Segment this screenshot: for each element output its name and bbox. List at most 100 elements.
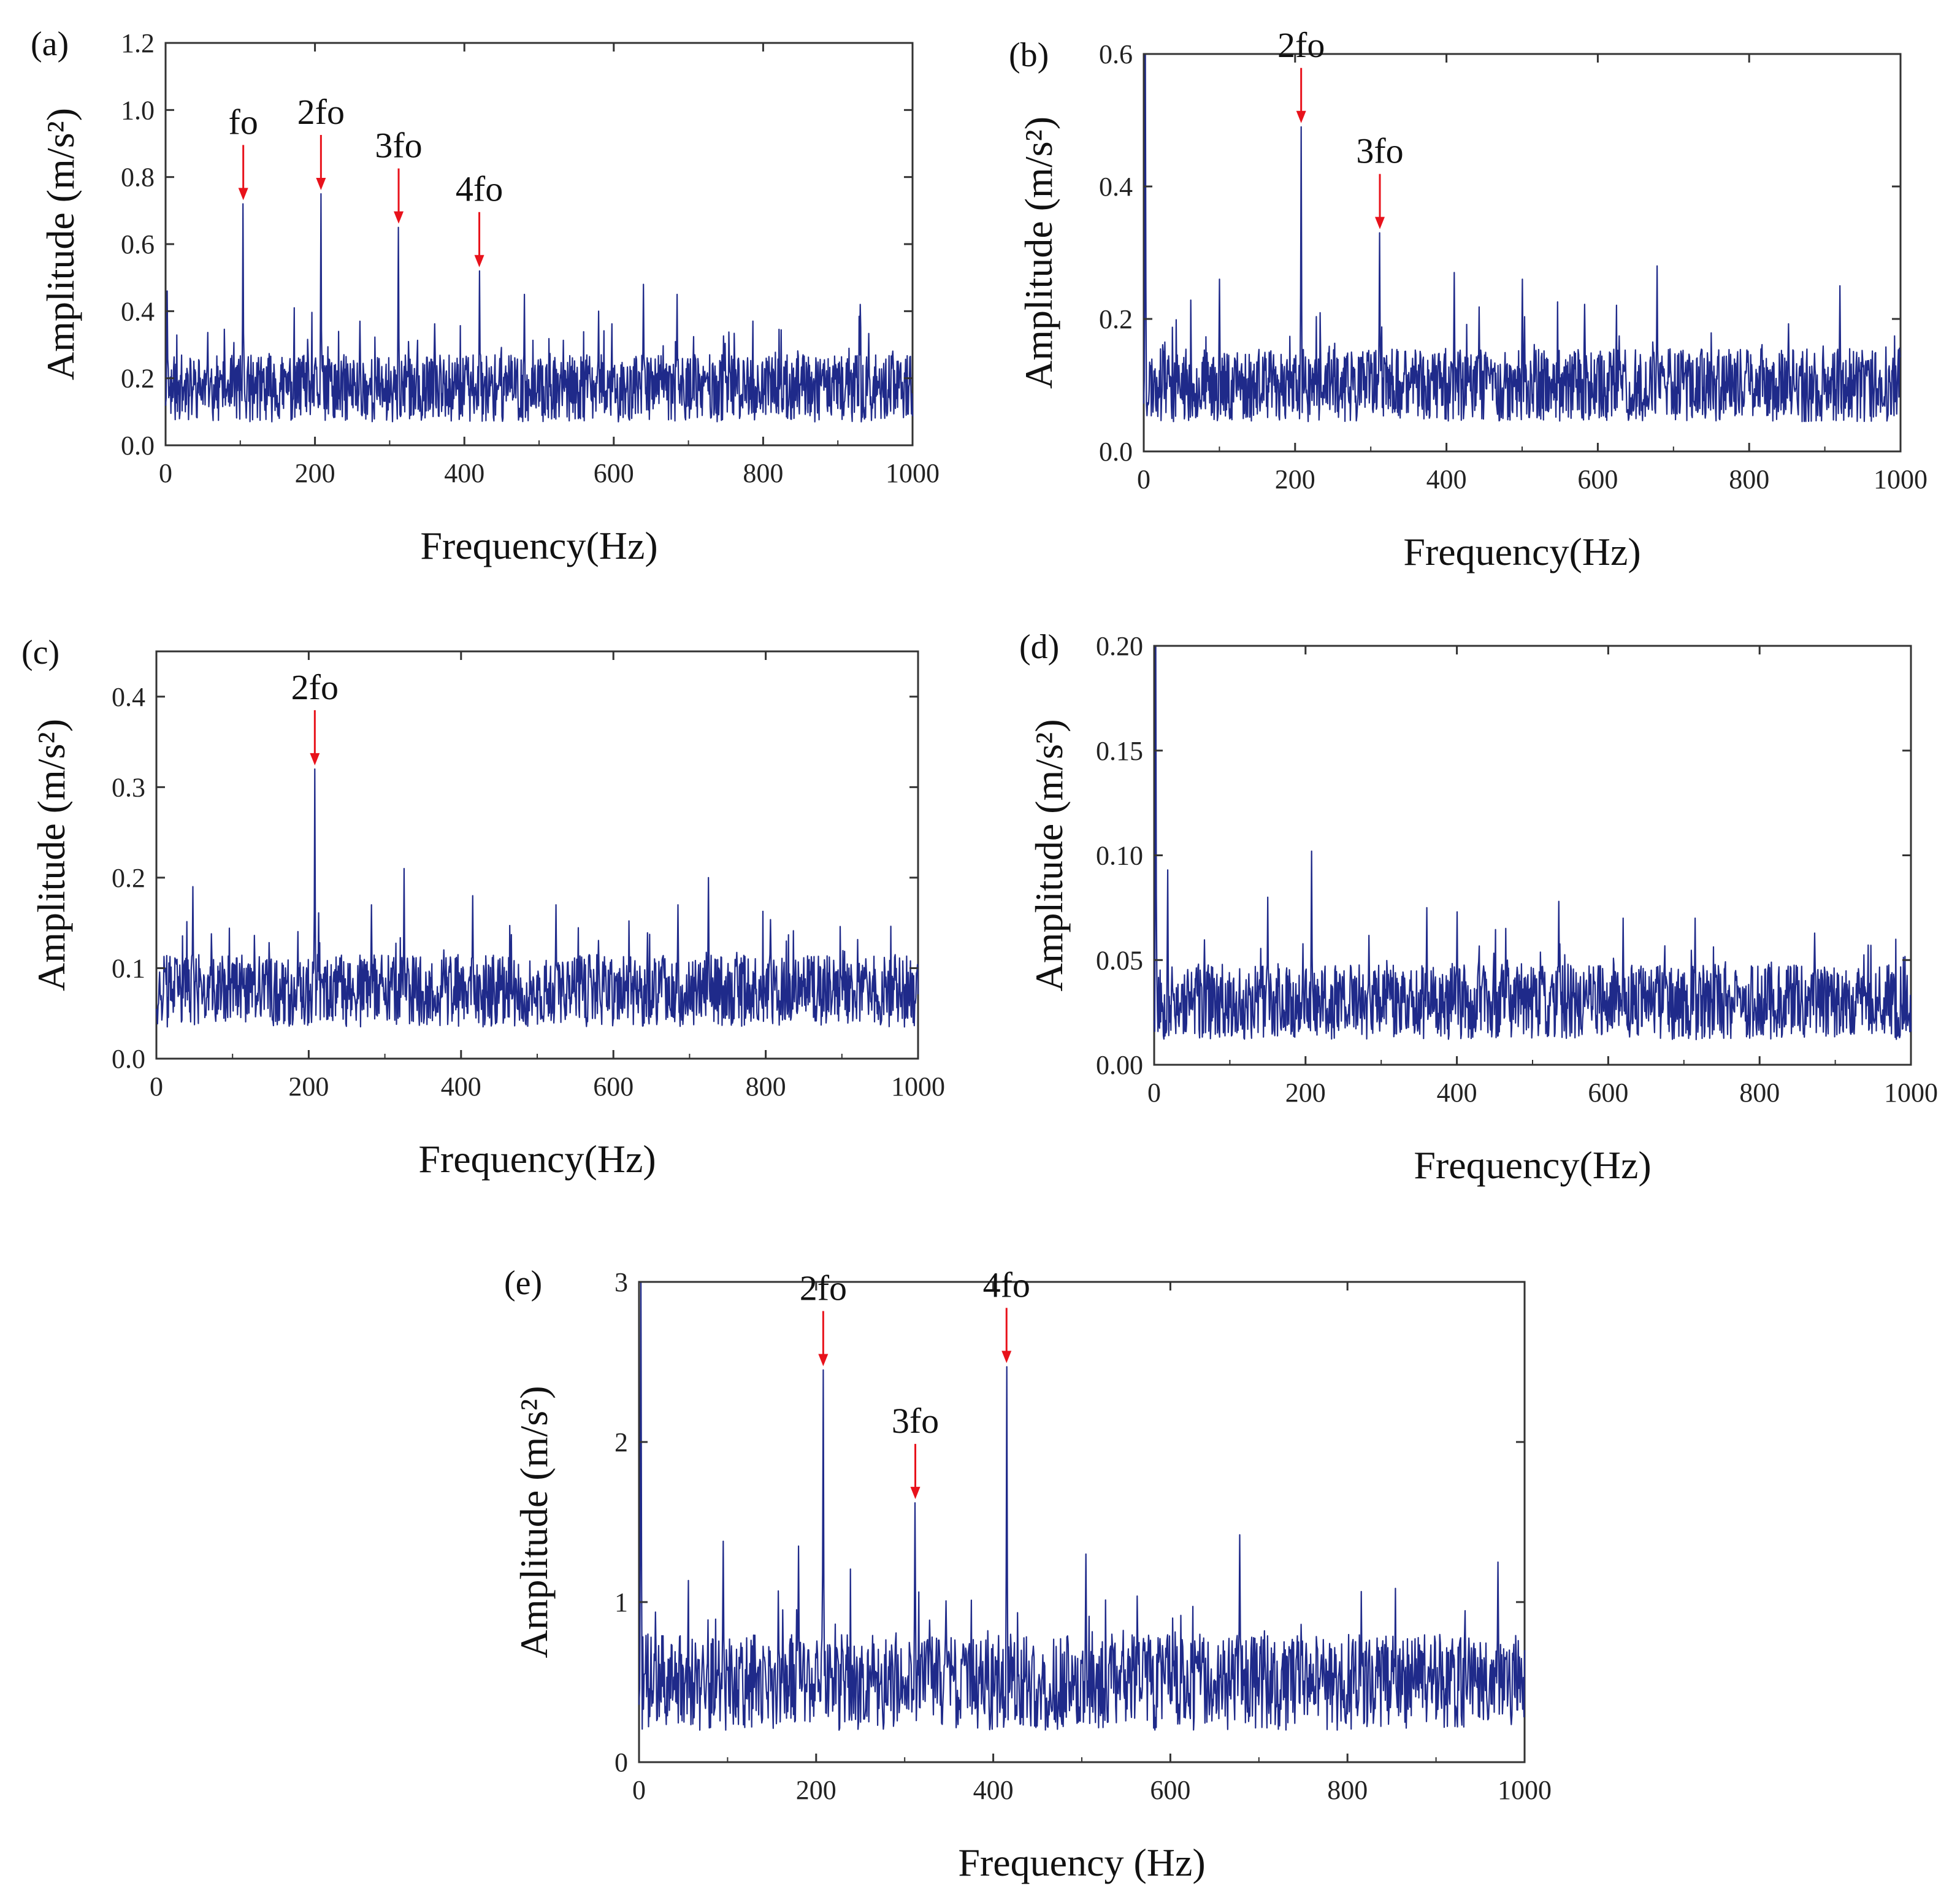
- annotation-arrowhead: [910, 1487, 921, 1500]
- x-tick-label: 0: [1147, 1078, 1161, 1108]
- annotation-label: 2fo: [291, 667, 339, 707]
- panel-label: (b): [1009, 36, 1049, 74]
- y-tick-label: 0.2: [1099, 304, 1133, 334]
- y-tick-label: 0.00: [1096, 1050, 1143, 1080]
- y-tick-label: 0.8: [121, 163, 155, 193]
- x-axis-label: Frequency(Hz): [1414, 1143, 1651, 1187]
- spectrum-series: [164, 193, 914, 423]
- annotation-label: 3fo: [1356, 131, 1403, 171]
- x-axis-label: Frequency(Hz): [1403, 530, 1640, 573]
- annotation-arrowhead: [818, 1354, 829, 1367]
- x-tick-label: 400: [1437, 1078, 1477, 1108]
- y-axis-label: Amplitude (m/s²): [29, 719, 73, 991]
- panel-label: (e): [504, 1264, 542, 1302]
- annotation-arrowhead: [1001, 1351, 1012, 1363]
- x-tick-label: 800: [1729, 464, 1769, 494]
- y-axis-label: Amplitude (m/s²): [1027, 719, 1071, 991]
- annotation-label: 4fo: [456, 169, 503, 209]
- y-tick-label: 0: [614, 1747, 628, 1777]
- x-tick-label: 800: [1327, 1775, 1368, 1805]
- x-axis-label: Frequency(Hz): [420, 524, 657, 567]
- spectrum-series: [155, 768, 919, 1028]
- annotation-label: 2fo: [800, 1268, 847, 1308]
- annotation-label: 4fo: [983, 1265, 1030, 1305]
- annotation-arrowhead: [1375, 217, 1385, 229]
- spectrum-series: [1143, 53, 1901, 423]
- x-tick-label: 200: [295, 458, 335, 488]
- y-tick-label: 0.20: [1096, 631, 1143, 661]
- x-tick-label: 200: [1285, 1078, 1326, 1108]
- y-tick-label: 0.6: [1099, 39, 1133, 69]
- x-tick-label: 400: [1426, 464, 1467, 494]
- annotation-arrowhead: [1296, 110, 1306, 123]
- y-tick-label: 0.4: [1099, 172, 1133, 202]
- spectrum-series: [638, 1281, 1526, 1731]
- panel-label: (a): [31, 25, 69, 63]
- annotation-arrowhead: [316, 178, 326, 190]
- chart-panel-c: 0 200 400 600 800 1000 0.0 0.1 0.2 0.3 0.4 Frequenc…: [21, 634, 945, 1181]
- annotation-arrowhead: [310, 753, 320, 765]
- annotation-label: 2fo: [297, 92, 345, 132]
- x-tick-label: 800: [746, 1072, 786, 1102]
- y-tick-label: 2: [614, 1427, 628, 1457]
- x-axis-label: Frequency (Hz): [958, 1841, 1205, 1884]
- y-axis-label: Amplitude (m/s²): [512, 1386, 556, 1658]
- x-tick-label: 200: [796, 1775, 836, 1805]
- x-tick-label: 1000: [891, 1072, 945, 1102]
- y-tick-label: 0.0: [112, 1044, 145, 1074]
- y-tick-label: 0.1: [112, 953, 145, 983]
- x-tick-label: 0: [159, 458, 172, 488]
- y-tick-label: 0.4: [112, 682, 145, 712]
- x-tick-label: 0: [632, 1775, 646, 1805]
- x-tick-label: 200: [288, 1072, 329, 1102]
- y-tick-label: 0.4: [121, 296, 155, 326]
- y-tick-label: 1: [614, 1587, 628, 1617]
- y-tick-label: 0.0: [1099, 437, 1133, 467]
- chart-panel-a: 0 200 400 600 800 1000 0.0 0.2 0.4 0.6 0.8 1.0 1.2 Fr…: [31, 25, 940, 567]
- x-tick-label: 1000: [886, 458, 940, 488]
- y-tick-label: 0.0: [121, 431, 155, 461]
- y-axis-label: Amplitude (m/s²): [1017, 117, 1060, 389]
- annotation-label: 3fo: [375, 126, 422, 166]
- annotation-arrowhead: [238, 188, 248, 201]
- y-axis-label: Amplitude (m/s²): [39, 108, 82, 380]
- x-tick-label: 600: [1150, 1775, 1190, 1805]
- panel-label: (c): [21, 634, 59, 672]
- y-tick-label: 0.10: [1096, 841, 1143, 871]
- chart-panel-d: 0 200 400 600 800 1000 0.00 0.05 0.10 0.15 0.20 Fre…: [1019, 628, 1938, 1187]
- y-tick-label: 0.05: [1096, 945, 1143, 975]
- y-tick-label: 0.15: [1096, 736, 1143, 766]
- x-tick-label: 0: [1137, 464, 1150, 494]
- chart-panel-e: 0 200 400 600 800 1000 0 1 2 3 Frequency (Hz) Ampli…: [504, 1264, 1552, 1884]
- x-tick-label: 1000: [1498, 1775, 1552, 1805]
- y-tick-label: 0.6: [121, 229, 155, 259]
- x-tick-label: 200: [1275, 464, 1315, 494]
- annotation-label: 3fo: [892, 1401, 939, 1441]
- x-tick-label: 600: [1577, 464, 1618, 494]
- y-tick-label: 3: [614, 1267, 628, 1297]
- x-tick-label: 400: [973, 1775, 1014, 1805]
- y-tick-label: 0.3: [112, 772, 145, 802]
- x-tick-label: 400: [441, 1072, 481, 1102]
- annotation-label: 2fo: [1277, 25, 1325, 65]
- x-tick-label: 400: [444, 458, 484, 488]
- x-tick-label: 600: [593, 1072, 634, 1102]
- x-tick-label: 600: [1588, 1078, 1628, 1108]
- x-axis-label: Frequency(Hz): [418, 1137, 656, 1181]
- annotation-label: fo: [229, 102, 258, 142]
- annotation-arrowhead: [474, 255, 484, 267]
- y-tick-label: 0.2: [112, 863, 145, 893]
- x-tick-label: 0: [150, 1072, 163, 1102]
- spectrum-series: [1153, 645, 1912, 1040]
- panel-label: (d): [1019, 628, 1059, 666]
- annotation-arrowhead: [394, 211, 404, 224]
- x-tick-label: 1000: [1874, 464, 1927, 494]
- x-tick-label: 1000: [1884, 1078, 1938, 1108]
- y-tick-label: 1.2: [121, 28, 155, 58]
- x-tick-label: 600: [594, 458, 634, 488]
- x-tick-label: 800: [743, 458, 783, 488]
- x-tick-label: 800: [1739, 1078, 1780, 1108]
- y-tick-label: 1.0: [121, 95, 155, 125]
